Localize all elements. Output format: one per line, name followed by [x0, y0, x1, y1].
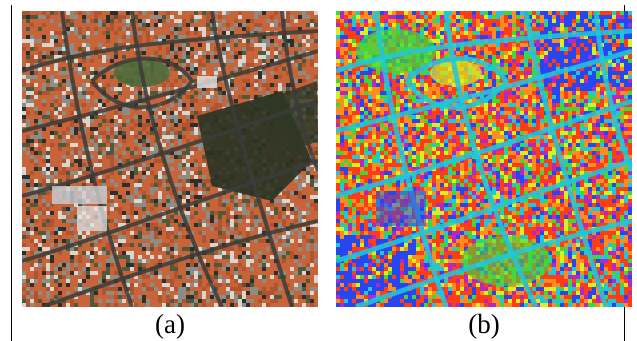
- aerial-image-panel-a: [22, 11, 318, 307]
- false-color-panel-b: [336, 11, 632, 307]
- aerial-urban-image: [22, 11, 318, 307]
- caption-b: (b): [468, 309, 500, 339]
- figure-left-border: [11, 5, 12, 341]
- caption-a: (a): [155, 309, 185, 339]
- false-color-classification-image: [336, 11, 632, 307]
